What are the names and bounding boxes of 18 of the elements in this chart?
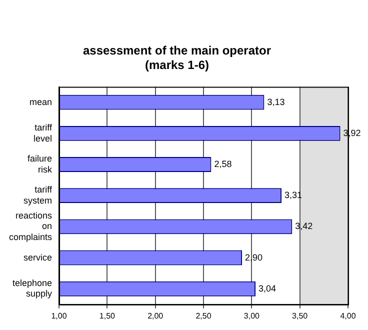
x-tick-label: 1,00 (51, 311, 68, 320)
y-tick-label: service (24, 252, 52, 262)
data-label: 2,58 (214, 159, 232, 169)
y-tick-label: mean (30, 96, 52, 107)
x-tick-label: 3,50 (292, 311, 308, 320)
x-tick-label: 2,50 (196, 311, 212, 320)
x-tick-label: 4,00 (340, 311, 356, 320)
y-tick-label: reactions on complaints (8, 210, 53, 242)
x-tick-label: 2,00 (148, 311, 164, 320)
y-tick-label: telephone supply (12, 278, 53, 299)
data-label: 3,04 (258, 283, 276, 294)
chart-title: assessment of the main operator (marks 1-6) (82, 44, 272, 72)
y-tick-label: tariff level (34, 122, 53, 144)
y-tick-label: tariff system (24, 184, 53, 206)
x-tick-label: 1,50 (99, 311, 116, 320)
y-tick-label: failure risk (28, 154, 53, 174)
x-tick-label: 3,00 (244, 311, 260, 320)
data-label: 3,13 (267, 96, 285, 107)
